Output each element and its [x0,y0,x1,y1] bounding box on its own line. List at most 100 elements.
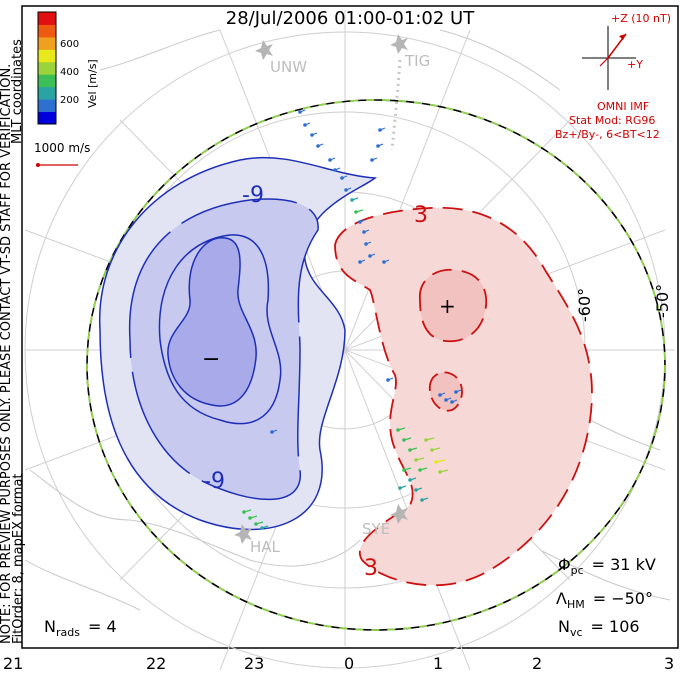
velocity-vector [364,241,372,246]
velocity-vector [358,259,366,264]
velocity-vector [370,157,378,162]
velocity-vector [402,467,412,472]
mlt-tick-3: 3 [664,654,674,673]
station-sye: SYE [362,504,408,538]
velocity-vector [438,392,446,397]
fit-order-label: FitOrder: 8, mapEX format [11,473,26,644]
color-scale-tick-400: 400 [60,67,79,78]
velocity-vector [248,515,258,520]
color-scale-bar [38,12,56,125]
imf-conditions: Bz+/By-, 6<BT<12 [555,128,660,141]
color-scale-segment [38,111,56,125]
velocity-vector [328,157,336,162]
velocity-vector [358,219,366,224]
velocity-vector [303,122,311,127]
velocity-vector [298,109,306,114]
color-scale-tick-600: 600 [60,39,79,50]
mlt-tick-1: 1 [433,654,443,673]
coastlines [24,29,671,611]
velocity-vector [444,397,452,402]
velocity-vector [316,143,324,148]
velocity-vector [382,259,390,264]
velocity-vector [340,175,348,180]
mlt-tick-23: 23 [244,654,264,673]
hm-boundary [86,99,666,631]
positive-contour-label-top: 3 [414,203,428,228]
velocity-vector [438,469,449,474]
negative-contour-label-bottom: -9 [203,469,225,494]
velocity-vector [414,457,425,462]
station-label-sye: SYE [362,520,390,538]
velocity-vector [344,187,352,192]
color-scale-segment [38,99,56,113]
imf-dial: +Z (10 nT) +Y OMNI IMF Stat Mod: RG96 Bz… [555,12,671,141]
station-tig: TIG [390,34,430,70]
velocity-vector [450,399,458,404]
velocity-vector [333,167,341,172]
color-scale-segment [38,74,56,88]
velocity-vector [454,389,462,394]
color-scale-segment [38,24,56,38]
station-label-unw: UNW [270,58,307,76]
station-label-tig: TIG [404,52,430,70]
imf-source: OMNI IMF [597,100,649,113]
positive-cell-outer-contour [334,206,593,587]
velocity-vector [430,447,441,452]
imf-model: Stat Mod: RG96 [569,114,655,127]
radar-count: Nrads = 4 [44,617,117,639]
negative-cell: -9 -9 − [98,156,377,531]
mlt-tick-21: 21 [3,654,23,673]
color-scale-tick-200: 200 [60,95,79,106]
positive-cell: 3 3 + [334,203,593,587]
mlt-axis: 21 22 23 0 1 2 3 [3,654,674,673]
velocity-vector [310,132,318,137]
positive-cell-inner-contour [419,268,488,343]
velocity-vector [396,427,406,432]
potential-minimum-marker: − [202,347,220,372]
velocity-color-scale: 600 400 200 Vel [m/s] [37,11,99,125]
reference-vector-label: 1000 m/s [34,141,90,155]
mlt-tick-22: 22 [146,654,166,673]
velocity-vector [418,467,428,472]
color-scale-segment [38,12,56,25]
velocity-vector [260,525,269,530]
velocity-vector [434,459,446,464]
station-label-hal: HAL [250,538,281,556]
negative-contour-label-top: -9 [242,183,264,208]
negative-cell-core-contour [167,237,257,407]
velocity-vector [378,127,386,132]
velocity-vector [424,437,435,442]
preview-notice: NOTE: FOR PREVIEW PURPOSES ONLY. PLEASE … [0,64,14,644]
velocity-vectors [242,109,462,530]
velocity-vector [398,485,407,490]
latitude-label-60: -60° [575,288,594,322]
reference-vector: 1000 m/s [34,141,90,167]
hm-boundary-latitude: ΛHM = −50° [556,589,653,611]
velocity-vector [376,143,384,148]
positive-contour-label-bottom: 3 [364,556,378,581]
velocity-vector [242,509,252,514]
velocity-vector [270,429,278,434]
velocity-vector [362,229,370,234]
velocity-vector [408,447,418,452]
velocity-vector [408,477,417,482]
color-scale-segment [38,49,56,63]
coordinate-system-label: MLT coordinates [10,39,25,144]
mlt-tick-0: 0 [344,654,354,673]
potential-maximum-marker: + [439,294,456,318]
latitude-label-50: -50° [653,284,672,318]
vector-count: Nvc = 106 [558,617,640,639]
velocity-vector [254,521,264,526]
station-unw: UNW [255,40,307,76]
color-scale-label: Vel [m/s] [86,59,99,108]
velocity-vector [368,253,376,258]
velocity-vector [402,437,412,442]
map-statistics: Φpc = 31 kV ΛHM = −50° Nvc = 106 Nrads = 4 [44,555,656,639]
map-title: 28/Jul/2006 01:00-01:02 UT [226,8,475,29]
velocity-vector [354,209,364,214]
color-scale-segment [38,86,56,100]
radar-stations: UNW TIG HAL SYE [234,34,430,556]
station-hal: HAL [234,524,281,556]
velocity-vector [350,197,359,202]
